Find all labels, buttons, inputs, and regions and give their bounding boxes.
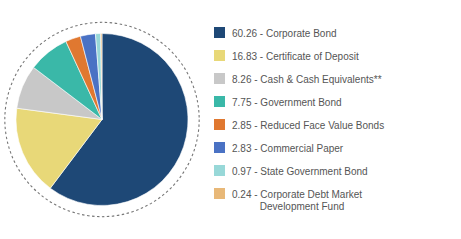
legend-item: 16.83 - Certificate of Deposit bbox=[214, 50, 359, 61]
pie-slice bbox=[101, 34, 102, 120]
legend-label: 2.85 - Reduced Face Value Bonds bbox=[232, 119, 384, 130]
legend-swatch bbox=[214, 73, 225, 84]
legend-item: 0.97 - State Government Bond bbox=[214, 165, 368, 176]
chart-container: 60.26 - Corporate Bond 16.83 - Certificat… bbox=[0, 0, 461, 239]
legend-item: 7.75 - Government Bond bbox=[214, 96, 342, 107]
legend-swatch bbox=[214, 50, 225, 61]
legend-swatch bbox=[214, 27, 225, 38]
pie bbox=[16, 34, 188, 206]
pie-slice bbox=[95, 34, 102, 120]
legend-label: 0.24 - Corporate Debt Market Development… bbox=[232, 188, 362, 211]
legend-label: 7.75 - Government Bond bbox=[232, 96, 342, 107]
legend-item: 0.24 - Corporate Debt Market Development… bbox=[214, 188, 362, 211]
legend-swatch bbox=[214, 165, 225, 176]
pie-outline bbox=[5, 22, 199, 216]
pie-slice bbox=[80, 34, 102, 120]
legend-label: 2.83 - Commercial Paper bbox=[232, 142, 344, 153]
legend-swatch bbox=[214, 119, 225, 130]
legend-swatch bbox=[214, 142, 225, 153]
legend-item: 2.85 - Reduced Face Value Bonds bbox=[214, 119, 384, 130]
legend-label: 16.83 - Certificate of Deposit bbox=[232, 50, 359, 61]
pie-slice bbox=[16, 108, 102, 188]
legend-item: 8.26 - Cash & Cash Equivalents** bbox=[214, 73, 382, 84]
legend-swatch bbox=[214, 96, 225, 107]
legend-label: 8.26 - Cash & Cash Equivalents** bbox=[232, 73, 382, 84]
legend: 60.26 - Corporate Bond 16.83 - Certificat… bbox=[214, 27, 384, 211]
legend-swatch bbox=[214, 188, 225, 199]
legend-item: 60.26 - Corporate Bond bbox=[214, 27, 337, 38]
legend-label: 0.97 - State Government Bond bbox=[232, 165, 368, 176]
legend-item: 2.83 - Commercial Paper bbox=[214, 142, 344, 153]
legend-label: 60.26 - Corporate Bond bbox=[232, 27, 337, 38]
chart: 60.26 - Corporate Bond 16.83 - Certificat… bbox=[0, 0, 461, 239]
